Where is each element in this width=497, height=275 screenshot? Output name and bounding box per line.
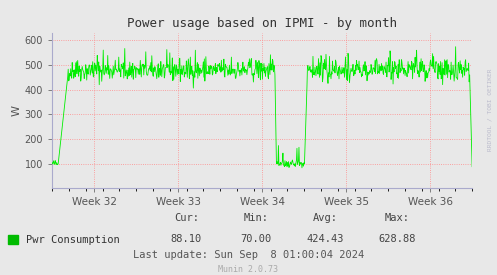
- Text: 628.88: 628.88: [379, 234, 416, 244]
- Legend: Pwr Consumption: Pwr Consumption: [7, 235, 120, 245]
- Text: 424.43: 424.43: [307, 234, 344, 244]
- Title: Power usage based on IPMI - by month: Power usage based on IPMI - by month: [127, 17, 397, 31]
- Text: RRDTOOL / TOBI OETIKER: RRDTOOL / TOBI OETIKER: [487, 69, 492, 151]
- Text: Last update: Sun Sep  8 01:00:04 2024: Last update: Sun Sep 8 01:00:04 2024: [133, 251, 364, 260]
- Text: 70.00: 70.00: [241, 234, 271, 244]
- Text: Avg:: Avg:: [313, 213, 338, 223]
- Y-axis label: W: W: [12, 105, 22, 116]
- Text: Munin 2.0.73: Munin 2.0.73: [219, 265, 278, 274]
- Text: Min:: Min:: [244, 213, 268, 223]
- Text: Cur:: Cur:: [174, 213, 199, 223]
- Text: Max:: Max:: [385, 213, 410, 223]
- Text: 88.10: 88.10: [171, 234, 202, 244]
